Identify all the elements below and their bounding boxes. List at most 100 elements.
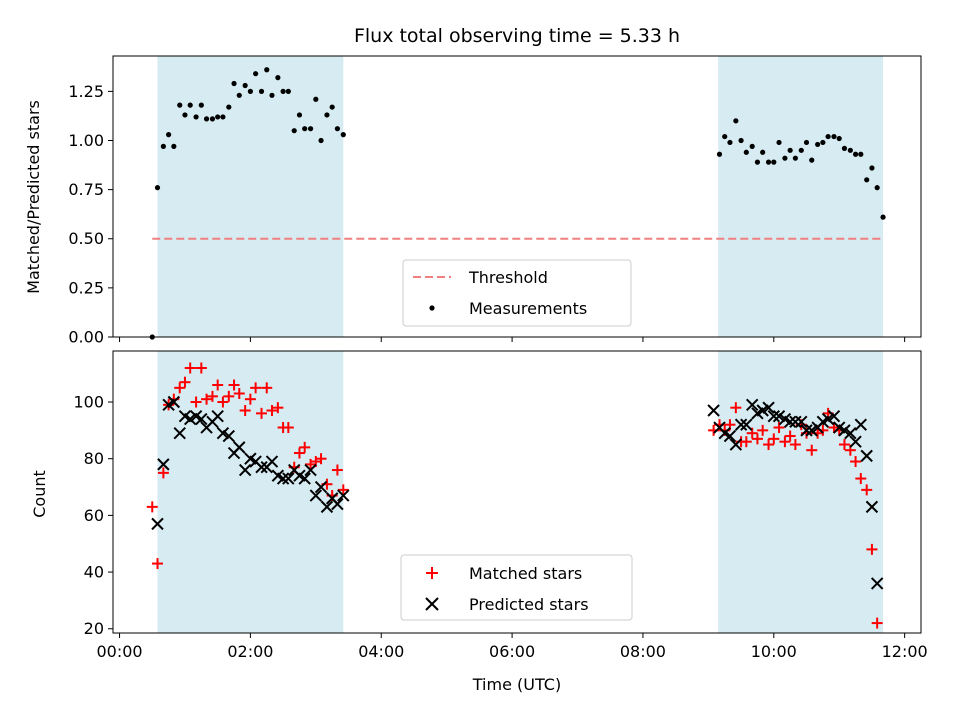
ratio-shaded-span-0: [157, 56, 344, 337]
predicted-star-point: [767, 409, 781, 423]
matched-star-point: [789, 439, 801, 451]
matched-star-point: [855, 473, 867, 485]
measurement-point: [302, 126, 308, 132]
ratio-y-axis-title: Matched/Predicted stars: [24, 100, 43, 294]
predicted-star-point: [298, 472, 311, 485]
measurement-point: [236, 92, 242, 98]
matched-star-point: [174, 382, 186, 394]
measurement-point: [869, 165, 875, 171]
predicted-star-point: [173, 426, 186, 440]
matched-star-point: [201, 393, 213, 405]
predicted-star-point: [320, 500, 334, 514]
measurement-point: [291, 128, 297, 134]
measurement-point: [815, 141, 821, 148]
measurement-point: [852, 151, 859, 157]
predicted-star-point: [745, 398, 759, 412]
matched-star-point: [337, 484, 349, 496]
measurement-point: [880, 214, 886, 220]
matched-star-point: [272, 402, 284, 414]
ratio-panel-shading: [157, 56, 884, 337]
count-y-tick-label: 20: [84, 619, 104, 638]
predicted-star-point: [783, 415, 797, 429]
matched-star-point: [751, 433, 763, 445]
measurement-point: [738, 137, 744, 144]
measurement-point: [727, 139, 733, 146]
x-tick-label: 08:00: [620, 642, 666, 661]
count-legend: Matched stars Predicted stars: [400, 554, 633, 621]
predicted-star-point: [195, 412, 208, 426]
matched-star-point: [244, 393, 256, 405]
measurement-point: [874, 185, 880, 191]
measurement-point: [285, 88, 291, 94]
predicted-star-point: [870, 577, 884, 590]
measurement-point: [247, 88, 253, 94]
matched-star-point: [261, 382, 273, 394]
matched-star-point: [763, 439, 775, 451]
ratio-y-ticks: 0.00 0.25 0.50 0.75 1.00 1.25: [68, 82, 113, 347]
measurement-point: [209, 116, 216, 122]
x-tick-label: 00:00: [96, 642, 142, 661]
x-axis-title: Time (UTC): [472, 675, 561, 694]
matched-star-point: [195, 362, 207, 374]
legend-predicted-label: Predicted stars: [469, 595, 589, 614]
measurement-point: [329, 104, 335, 110]
measurement-point: [836, 135, 842, 142]
count-y-axis-title: Count: [30, 470, 49, 518]
predicted-star-point: [167, 395, 181, 409]
legend-matched-label: Matched stars: [469, 564, 582, 583]
measurement-point: [733, 118, 739, 124]
measurement-point: [841, 145, 848, 151]
predicted-star-point: [238, 463, 252, 477]
measurement-point: [203, 116, 210, 122]
legend-matched-swatch: [426, 567, 438, 579]
predicted-star-point: [222, 429, 236, 443]
measurement-point: [809, 157, 815, 163]
measurement-point: [258, 88, 265, 94]
legend-measurements-swatch: [429, 305, 435, 311]
matched-star-point: [299, 441, 311, 453]
matched-star-point: [315, 453, 327, 465]
matched-star-point: [757, 424, 769, 436]
measurement-point: [765, 159, 772, 165]
measurement-point: [771, 159, 777, 165]
predicted-star-point: [255, 460, 268, 474]
predicted-star-point: [314, 480, 328, 494]
matched-star-point: [850, 456, 862, 468]
matched-star-point: [806, 444, 818, 456]
measurement-point: [318, 137, 324, 144]
predicted-star-point: [723, 429, 737, 443]
measurement-point: [743, 149, 749, 155]
count-y-tick-label: 100: [73, 393, 104, 412]
predicted-star-point: [800, 424, 813, 437]
predicted-star-point: [789, 415, 802, 429]
matched-star-point: [206, 390, 218, 402]
matched-star-point: [266, 405, 278, 417]
measurement-point: [825, 133, 831, 140]
ratio-x-ticks: [119, 337, 906, 342]
count-legend-box: [400, 554, 633, 621]
matched-star-point: [784, 430, 796, 442]
measurement-point: [187, 102, 193, 108]
predicted-star-point: [827, 409, 841, 423]
predicted-star-point: [304, 463, 317, 477]
count-shaded-span-1: [718, 351, 884, 633]
ratio-y-tick-label: 0.25: [68, 278, 104, 297]
measurement-point: [264, 67, 270, 73]
predicted-stars-points: [151, 395, 884, 590]
measurement-point: [754, 159, 761, 165]
legend-predicted-swatch: [425, 597, 439, 611]
ratio-y-tick-label: 1.25: [68, 82, 104, 101]
measurement-point: [220, 114, 226, 120]
measurement-point: [182, 112, 188, 118]
matched-star-point: [146, 501, 158, 513]
matched-star-point: [179, 376, 191, 388]
matched-star-point: [871, 617, 883, 629]
predicted-star-point: [734, 418, 748, 431]
matched-star-point: [740, 436, 752, 448]
matched-star-point: [256, 407, 268, 419]
matched-star-point: [190, 396, 202, 408]
matched-star-point: [223, 390, 235, 402]
measurement-point: [166, 132, 172, 138]
legend-measurements-label: Measurements: [469, 299, 587, 318]
